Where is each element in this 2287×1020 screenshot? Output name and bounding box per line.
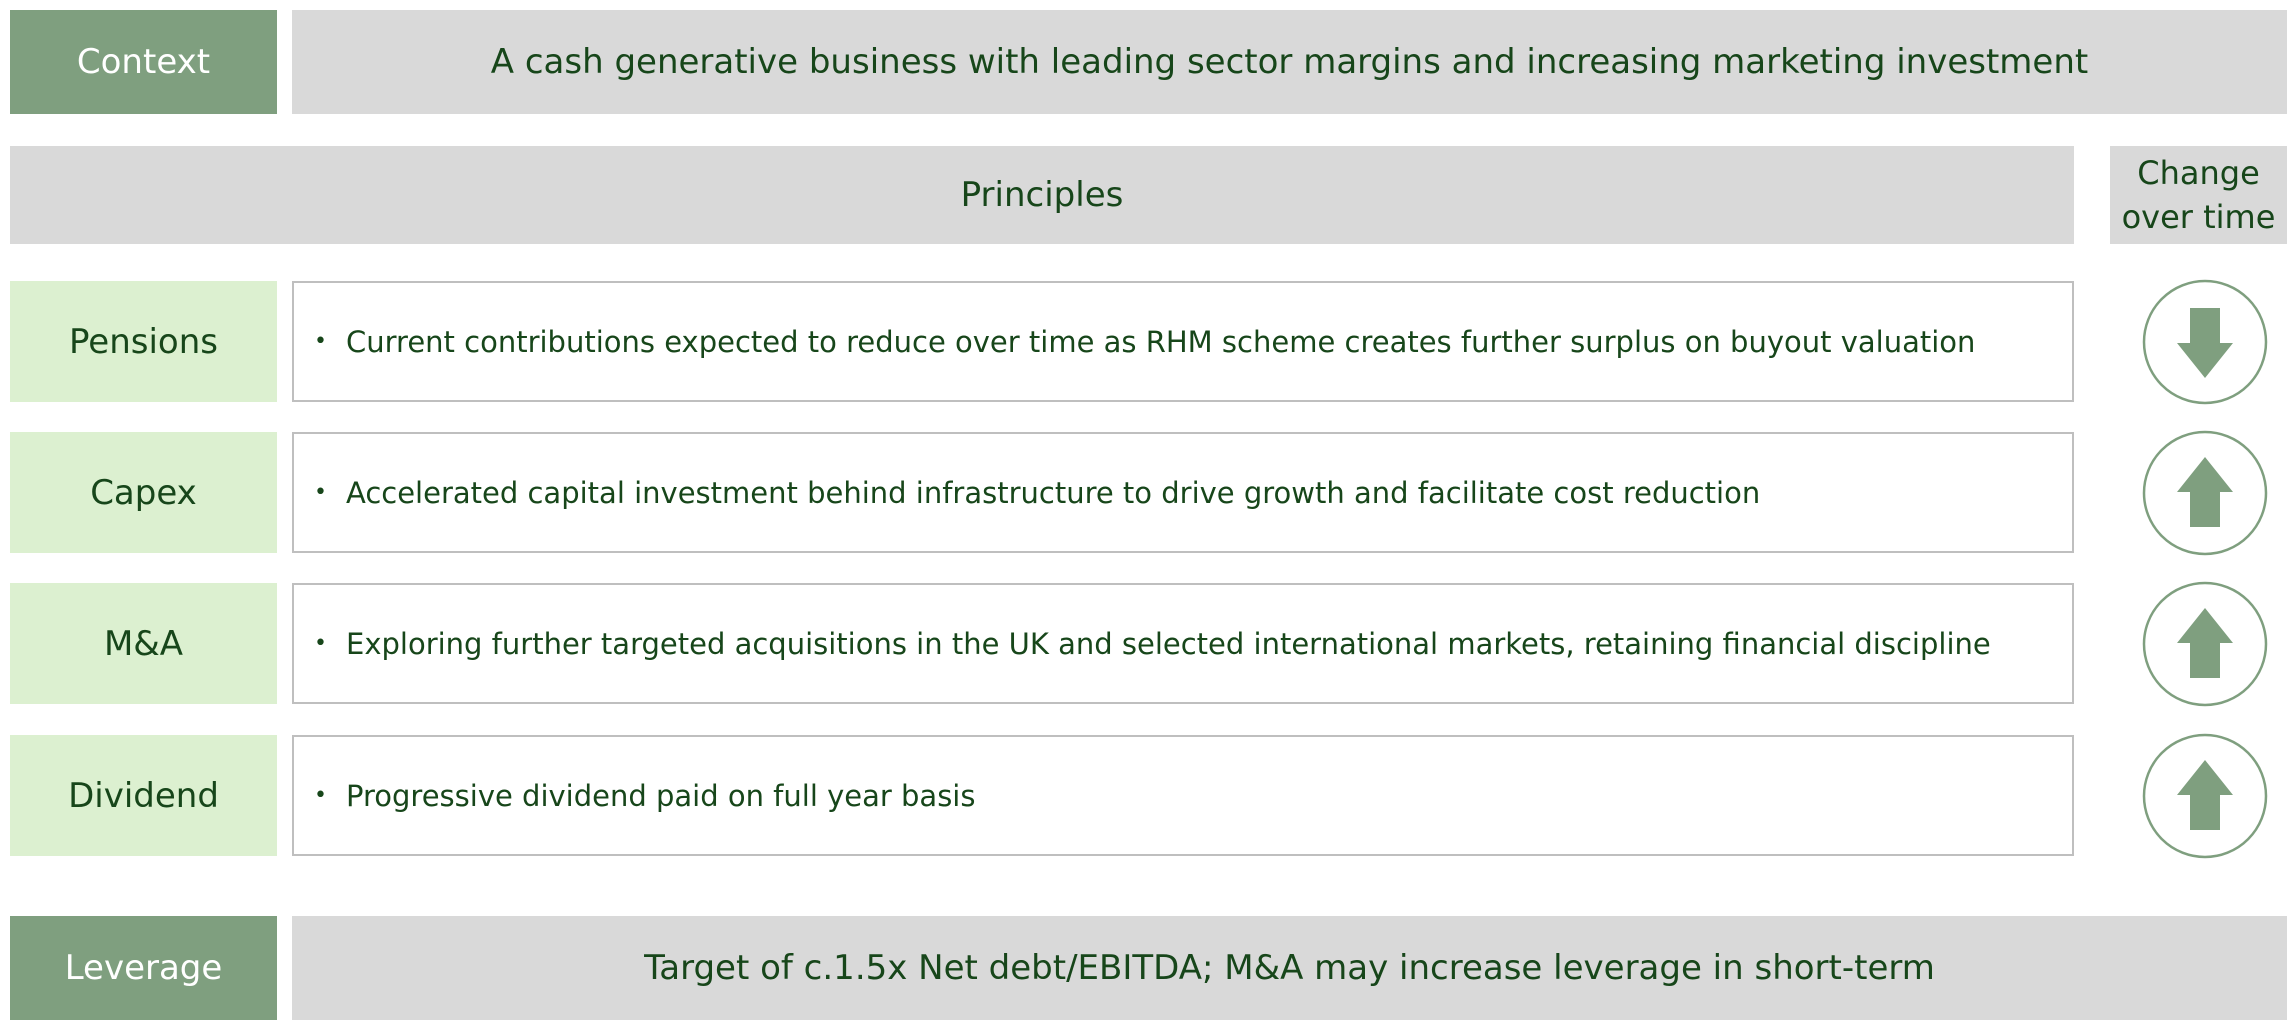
row-label: Pensions: [10, 281, 277, 402]
bullet: •: [314, 783, 327, 808]
arrow-up: [2177, 607, 2233, 678]
row-text: Exploring further targeted acquisitions …: [346, 626, 1991, 661]
bullet: •: [314, 480, 327, 505]
row-content: • Accelerated capital investment behind i…: [292, 432, 2074, 553]
leverage-text: Target of c.1.5x Net debt/EBITDA; M&A ma…: [292, 916, 2287, 1020]
arrow-up: [2177, 759, 2233, 830]
row-label: Capex: [10, 432, 277, 553]
row-label: M&A: [10, 583, 277, 704]
row-content: • Progressive dividend paid on full year …: [292, 735, 2074, 856]
row-label: Dividend: [10, 735, 277, 856]
context-text: A cash generative business with leading …: [292, 10, 2287, 114]
row-content: • Exploring further targeted acquisitions…: [292, 583, 2074, 704]
change-icon: [2142, 733, 2268, 858]
leverage-label: Leverage: [10, 916, 277, 1020]
bullet: •: [314, 329, 327, 354]
change-icon: [2142, 581, 2268, 706]
arrow-up: [2177, 456, 2233, 527]
row-text: Progressive dividend paid on full year b…: [346, 778, 976, 813]
row-content: • Current contributions expected to reduc…: [292, 281, 2074, 402]
context-label: Context: [10, 10, 277, 114]
change-header: Change over time: [2110, 146, 2287, 244]
row-text: Current contributions expected to reduce…: [346, 324, 1976, 359]
principles-header: Principles: [10, 146, 2074, 244]
arrow-down: [2177, 307, 2233, 378]
change-icon: [2142, 430, 2268, 555]
change-icon: [2142, 279, 2268, 404]
bullet: •: [314, 631, 327, 656]
row-text: Accelerated capital investment behind in…: [346, 475, 1761, 510]
